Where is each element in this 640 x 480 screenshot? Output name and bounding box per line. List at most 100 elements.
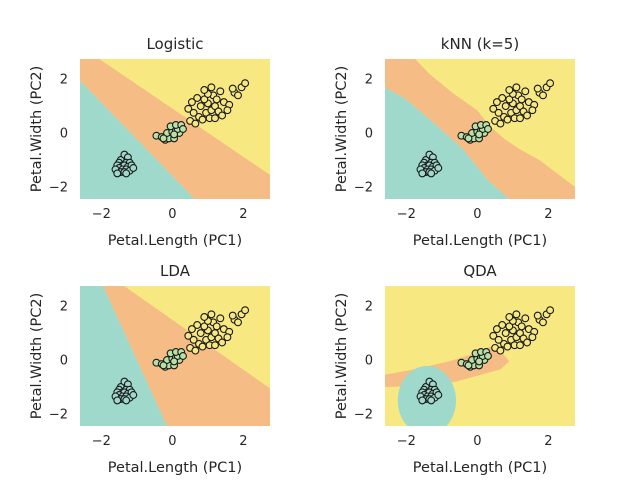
- point-virginica: [216, 314, 225, 323]
- point-virginica: [193, 321, 202, 329]
- x-tick-label: 0: [168, 207, 176, 222]
- subplot-qda: −2 0 2 −2 0 2 QDA Petal.Length (PC1) Petal.Wi…: [334, 262, 575, 476]
- point-setosa: [129, 164, 138, 172]
- y-tick-label: 0: [60, 354, 68, 369]
- point-virginica: [496, 346, 505, 355]
- point-virginica: [196, 102, 205, 111]
- data-points: [416, 79, 555, 178]
- point-virginica: [216, 87, 225, 96]
- point-virginica: [517, 322, 526, 331]
- y-tick-label: 0: [365, 127, 373, 142]
- point-virginica: [241, 306, 250, 315]
- point-virginica: [191, 346, 200, 355]
- point-setosa: [427, 169, 436, 178]
- point-setosa: [418, 396, 427, 405]
- x-tick-label: 2: [544, 434, 552, 449]
- point-versicolor: [159, 134, 168, 143]
- point-virginica: [234, 91, 242, 100]
- point-virginica: [516, 341, 524, 350]
- x-tick-label: 2: [544, 207, 552, 222]
- data-points: [111, 79, 250, 178]
- point-virginica: [498, 321, 507, 329]
- point-versicolor: [159, 361, 168, 370]
- point-virginica: [516, 114, 524, 123]
- point-versicolor: [179, 125, 187, 133]
- plot-area: −2 0 2 −2 0 2: [354, 286, 575, 449]
- y-tick-label: 0: [365, 354, 373, 369]
- point-versicolor: [484, 352, 492, 360]
- point-setosa: [427, 396, 436, 405]
- point-setosa: [418, 169, 427, 178]
- point-versicolor: [170, 130, 179, 139]
- point-virginica: [198, 342, 207, 351]
- region-virginica: [124, 286, 270, 389]
- tick-labels: −2 0 2 −2 0 2: [49, 73, 248, 222]
- plot-area: −2 0 2 −2 0 2: [49, 286, 270, 449]
- x-tick-label: −2: [92, 207, 111, 222]
- point-virginica: [503, 342, 512, 351]
- point-virginica: [533, 311, 542, 320]
- point-virginica: [512, 310, 521, 319]
- y-tick-label: −2: [354, 407, 373, 422]
- subplot-title: QDA: [463, 262, 497, 280]
- point-virginica: [517, 95, 526, 104]
- point-virginica: [505, 313, 514, 321]
- x-tick-label: −2: [397, 434, 416, 449]
- point-virginica: [187, 98, 196, 107]
- plot-area: −2 0 2 −2 0 2: [354, 59, 575, 222]
- point-versicolor: [484, 125, 492, 133]
- tick-labels: −2 0 2 −2 0 2: [49, 300, 248, 449]
- point-virginica: [489, 331, 498, 340]
- x-axis-label: Petal.Length (PC1): [108, 233, 242, 249]
- point-virginica: [207, 310, 216, 319]
- point-virginica: [489, 104, 498, 113]
- y-tick-label: 2: [60, 300, 68, 315]
- point-virginica: [189, 335, 198, 344]
- point-virginica: [501, 102, 510, 111]
- point-virginica: [191, 119, 200, 128]
- point-virginica: [211, 341, 219, 350]
- region-setosa: [80, 59, 195, 199]
- point-virginica: [505, 86, 514, 94]
- x-tick-label: 0: [473, 207, 481, 222]
- point-virginica: [212, 95, 221, 104]
- point-virginica: [184, 104, 193, 113]
- point-versicolor: [475, 130, 484, 139]
- point-virginica: [496, 119, 505, 128]
- x-axis-label: Petal.Length (PC1): [413, 233, 547, 249]
- point-virginica: [211, 114, 219, 123]
- point-virginica: [521, 314, 530, 323]
- point-virginica: [234, 318, 242, 327]
- subplot-lda: −2 0 2 −2 0 2 LDA Petal.Length (PC1) Petal.Wi…: [29, 262, 270, 476]
- point-virginica: [207, 83, 216, 92]
- point-virginica: [546, 79, 555, 88]
- subplot-title: kNN (k=5): [441, 35, 519, 53]
- point-virginica: [187, 325, 196, 334]
- point-virginica: [218, 111, 227, 120]
- y-tick-label: 2: [365, 73, 373, 88]
- x-tick-label: −2: [92, 434, 111, 449]
- point-virginica: [492, 98, 501, 107]
- region-virginica: [99, 59, 270, 175]
- point-versicolor: [464, 361, 473, 370]
- point-virginica: [189, 108, 198, 117]
- point-virginica: [200, 313, 209, 321]
- point-virginica: [494, 108, 503, 117]
- point-setosa: [434, 391, 443, 399]
- y-axis-label: Petal.Width (PC2): [29, 66, 45, 193]
- y-tick-label: −2: [354, 180, 373, 195]
- point-setosa: [129, 391, 138, 399]
- point-setosa: [113, 396, 122, 405]
- region-setosa: [385, 87, 510, 199]
- point-virginica: [501, 329, 510, 338]
- y-tick-label: −2: [49, 407, 68, 422]
- point-versicolor: [475, 357, 484, 366]
- tick-labels: −2 0 2 −2 0 2: [354, 300, 553, 449]
- point-setosa: [434, 164, 443, 172]
- x-tick-label: 0: [168, 434, 176, 449]
- plot-area: −2 0 2 −2 0 2: [49, 59, 270, 222]
- data-points: [111, 306, 250, 405]
- y-tick-label: 2: [60, 73, 68, 88]
